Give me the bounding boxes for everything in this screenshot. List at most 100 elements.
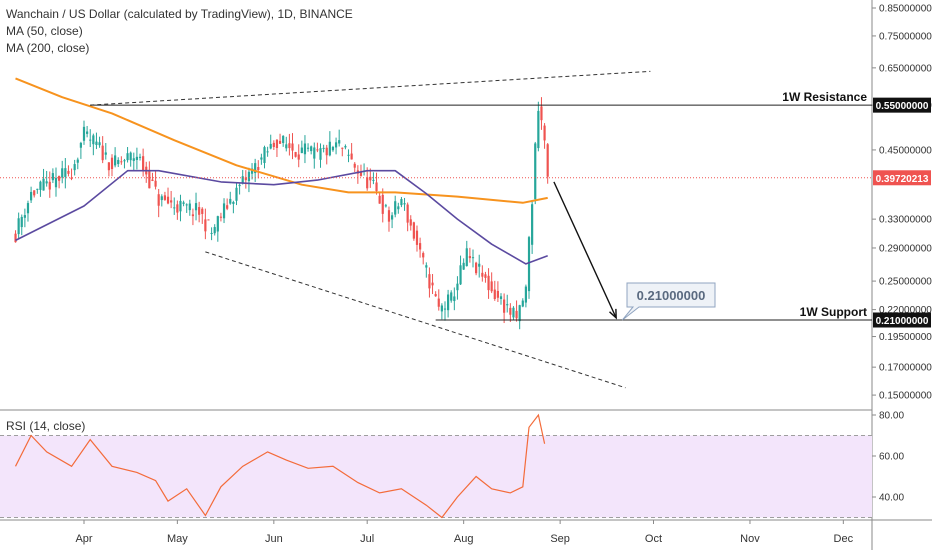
candle-body — [531, 204, 534, 245]
candle-body — [462, 262, 465, 270]
candle-body — [503, 299, 506, 313]
candle-body — [334, 142, 338, 148]
price-tick-label: 0.25000000 — [879, 277, 932, 288]
candle-body — [29, 191, 33, 201]
candle-body — [201, 208, 204, 214]
candle-body — [23, 215, 26, 218]
candle-body — [142, 156, 145, 171]
candle-body — [484, 274, 487, 278]
candle-body — [198, 207, 201, 215]
candle-body — [518, 305, 521, 322]
last-price-pill-bg — [873, 170, 931, 186]
price-tick-label: 0.17000000 — [879, 363, 932, 374]
candle-body — [157, 194, 160, 206]
candle-body — [300, 147, 303, 154]
candle-body — [210, 232, 213, 234]
candle-body — [406, 204, 409, 223]
candle-body — [524, 286, 528, 303]
last-price-pill-text: 0.39720213 — [876, 174, 929, 185]
candle-body — [14, 233, 17, 243]
lower-trendline — [205, 251, 626, 389]
candle-body — [98, 142, 101, 146]
candle-body — [104, 152, 107, 155]
candle-body — [481, 272, 484, 277]
candle-body — [54, 177, 58, 188]
candle-body — [107, 162, 110, 171]
candle-body — [412, 222, 415, 239]
chart-title: Wanchain / US Dollar (calculated by Trad… — [6, 7, 353, 21]
price-tick-label: 0.33000000 — [879, 215, 932, 226]
candle-body — [204, 219, 207, 232]
candle-body — [120, 161, 123, 163]
candle-body — [51, 173, 54, 181]
candle-body — [465, 248, 468, 267]
candle-body — [515, 310, 518, 319]
candle-body — [73, 164, 76, 171]
candle-body — [353, 163, 356, 168]
candle-body — [101, 145, 104, 161]
time-tick-label: Nov — [740, 533, 760, 545]
candle-body — [434, 294, 437, 297]
candle-body — [313, 147, 316, 159]
candle-body — [378, 195, 381, 204]
price-tick-label: 0.19500000 — [879, 332, 932, 343]
candle-body — [381, 194, 384, 214]
candle-body — [366, 177, 369, 189]
candle-body — [344, 146, 347, 148]
price-tick-label: 0.65000000 — [879, 63, 932, 74]
candle-body — [232, 201, 235, 204]
time-tick-label: Apr — [75, 533, 92, 545]
candle-body — [45, 181, 48, 184]
candle-body — [250, 168, 254, 174]
candle-body — [67, 170, 70, 174]
candle-body — [316, 149, 319, 151]
candle-body — [521, 300, 524, 307]
candle-body — [70, 177, 73, 179]
price-tick-label: 0.29000000 — [879, 243, 932, 254]
candle-body — [39, 181, 42, 190]
candle-body — [182, 202, 185, 204]
time-tick-label: Sep — [550, 533, 570, 545]
price-tick-label: 0.22000000 — [879, 305, 932, 316]
candle-body — [129, 152, 132, 161]
candle-body — [79, 142, 82, 148]
candle-body — [338, 140, 341, 144]
candle-body — [456, 283, 459, 291]
candle-body — [166, 196, 170, 204]
candle-body — [459, 265, 462, 285]
candle-body — [341, 147, 344, 149]
candle-body — [509, 307, 512, 315]
candle-body — [471, 257, 475, 259]
candle-body — [409, 219, 412, 226]
candle-body — [135, 156, 139, 160]
candle-body — [163, 195, 167, 200]
candle-body — [512, 307, 515, 318]
candle-body — [151, 179, 154, 181]
candle-body — [390, 215, 394, 220]
candle-body — [450, 292, 453, 301]
price-tick-label: 0.45000000 — [879, 145, 932, 156]
candle-body — [89, 139, 92, 141]
rsi-tick-label: 60.00 — [879, 452, 904, 463]
candle-body — [447, 294, 450, 311]
candle-body — [499, 296, 503, 299]
candle-body — [36, 188, 39, 190]
resistance-label: 1W Resistance — [782, 90, 867, 104]
candle-body — [213, 227, 216, 234]
candle-body — [278, 140, 282, 144]
arrow-head — [609, 308, 617, 320]
candle-body — [546, 144, 549, 177]
projection-arrow — [553, 181, 617, 319]
candle-body — [537, 110, 540, 149]
candle-body — [372, 179, 375, 181]
candle-body — [82, 126, 86, 141]
candle-body — [260, 157, 263, 160]
candle-body — [42, 178, 45, 191]
candle-body — [48, 181, 51, 190]
candle-body — [440, 305, 443, 312]
support-label: 1W Support — [800, 305, 867, 319]
candle-body — [400, 199, 403, 206]
candle-body — [487, 275, 490, 291]
price-tick-label: 0.85000000 — [879, 4, 932, 15]
